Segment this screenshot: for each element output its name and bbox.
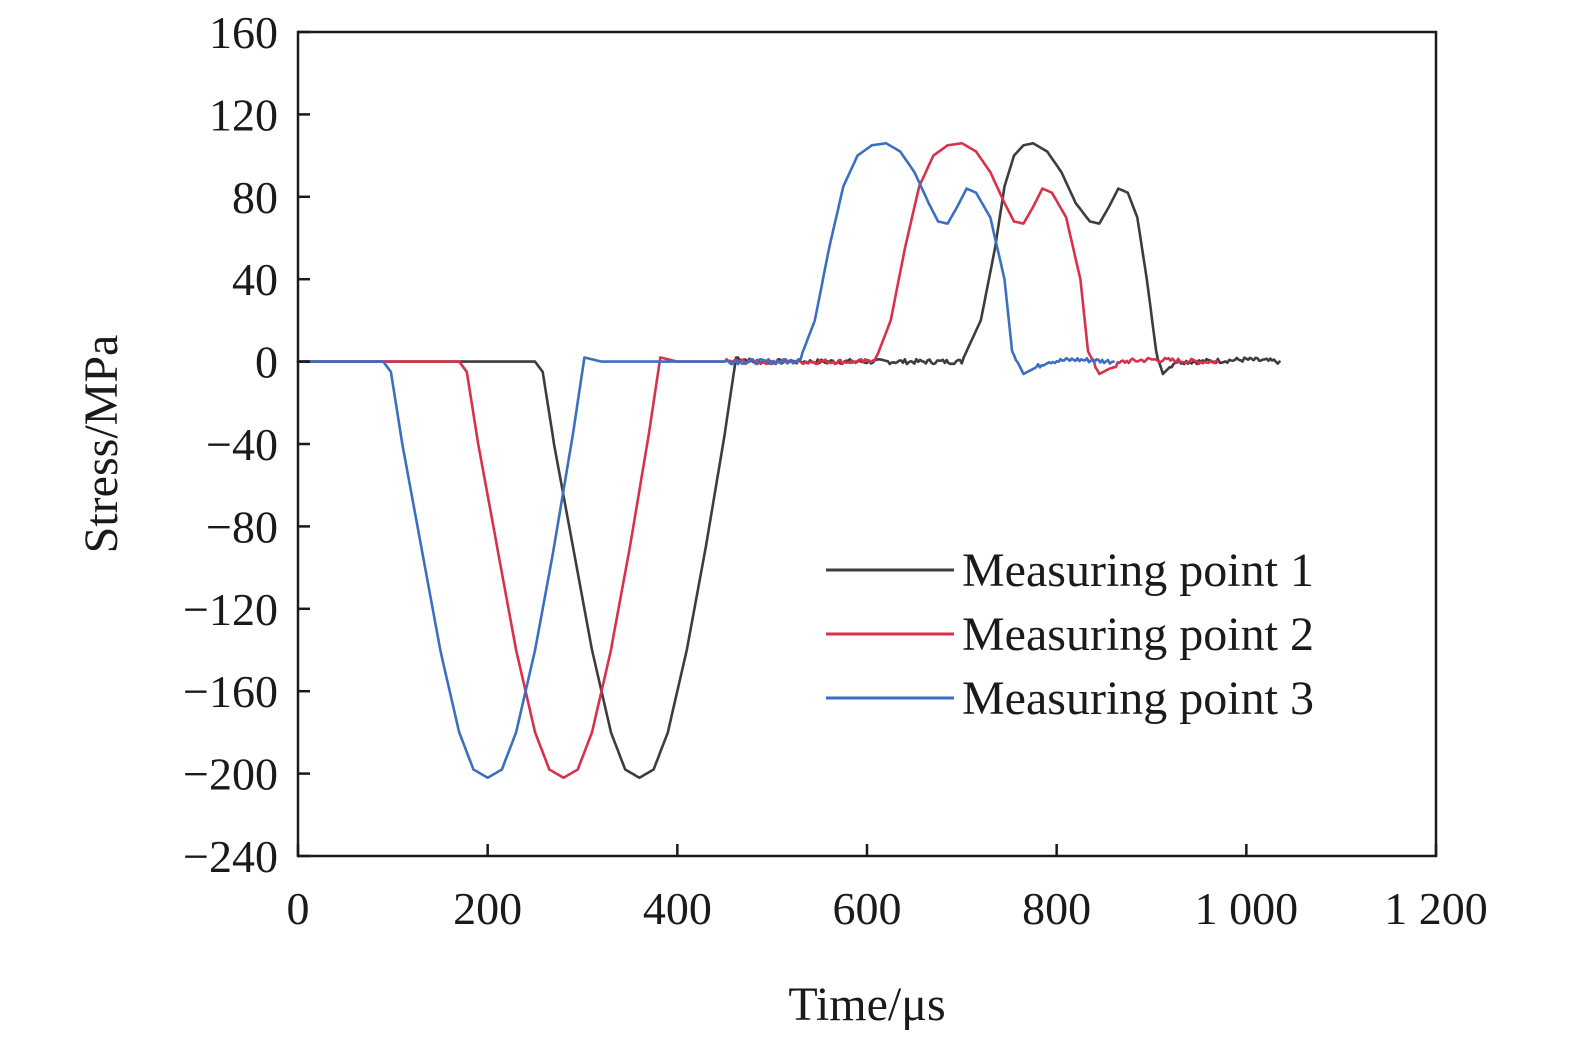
y-tick-label: 160 [209,7,278,58]
y-tick-label: −80 [206,501,278,552]
legend-label-1: Measuring point 1 [962,544,1314,597]
legend-label-3: Measuring point 3 [962,672,1314,725]
x-axis: 0 200 400 600 800 1 000 1 200 [287,844,1488,934]
x-tick-label: 200 [453,883,522,934]
legend-label-2: Measuring point 2 [962,608,1314,661]
series-line-3 [296,141,1115,780]
y-tick-label: −160 [183,666,278,717]
x-tick-label: 600 [833,883,902,934]
y-tick-label: 80 [232,172,278,223]
y-tick-label: −200 [183,749,278,800]
series-line-2 [296,141,1220,780]
y-axis-title: Stress/MPa [75,335,128,554]
x-axis-title: Time/μs [788,978,945,1031]
x-tick-label: 1 000 [1195,883,1299,934]
x-tick-label: 1 200 [1384,883,1488,934]
x-tick-label: 800 [1022,883,1091,934]
plot-frame [296,30,1438,858]
x-tick-label: 400 [643,883,712,934]
y-tick-label: 0 [255,337,278,388]
y-tick-label: 40 [232,254,278,305]
y-tick-label: −120 [183,584,278,635]
plot-series-group [296,141,1281,780]
y-tick-label: −40 [206,419,278,470]
legend: Measuring point 1 Measuring point 2 Measur… [826,544,1314,725]
y-tick-label: −240 [183,831,278,882]
y-tick-label: 120 [209,89,278,140]
x-tick-label: 0 [287,883,310,934]
y-axis: 160 120 80 40 0 −40 −80 −120 −160 −200 −240 [183,7,310,882]
